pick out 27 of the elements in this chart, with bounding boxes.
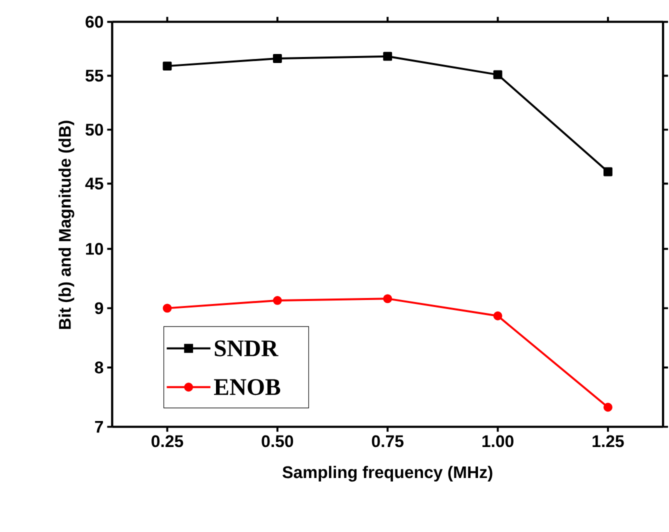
legend-label: ENOB <box>214 379 280 396</box>
y-axis-title: Bit (b) and Magnitude (dB) <box>58 120 74 329</box>
y-tick-label: 7 <box>95 421 103 433</box>
x-tick-label: 1.00 <box>482 435 514 448</box>
x-axis-title: Sampling frequency (MHz) <box>282 466 492 482</box>
x-tick-label: 0.75 <box>372 435 404 448</box>
y-tick-label: 9 <box>94 302 104 314</box>
point <box>603 402 612 412</box>
x-tick-label: 0.50 <box>262 435 294 448</box>
point <box>272 296 282 305</box>
y-tick-label: 50 <box>86 124 104 136</box>
y-tick-label: 45 <box>85 178 104 190</box>
legend-label: SNDR <box>214 340 278 356</box>
y-tick-label: 60 <box>86 16 104 28</box>
x-tick-label: 1.25 <box>592 435 624 448</box>
point <box>383 52 392 61</box>
point <box>272 54 282 63</box>
point <box>603 167 612 176</box>
point <box>493 311 502 320</box>
point <box>493 70 502 80</box>
y-tick-label: 10 <box>86 242 104 255</box>
y-tick-label: 8 <box>94 362 104 374</box>
x-tick-label: 0.25 <box>152 435 184 448</box>
point <box>162 62 172 71</box>
y-tick-label: 55 <box>86 70 104 82</box>
point <box>162 304 172 313</box>
point <box>383 294 392 304</box>
